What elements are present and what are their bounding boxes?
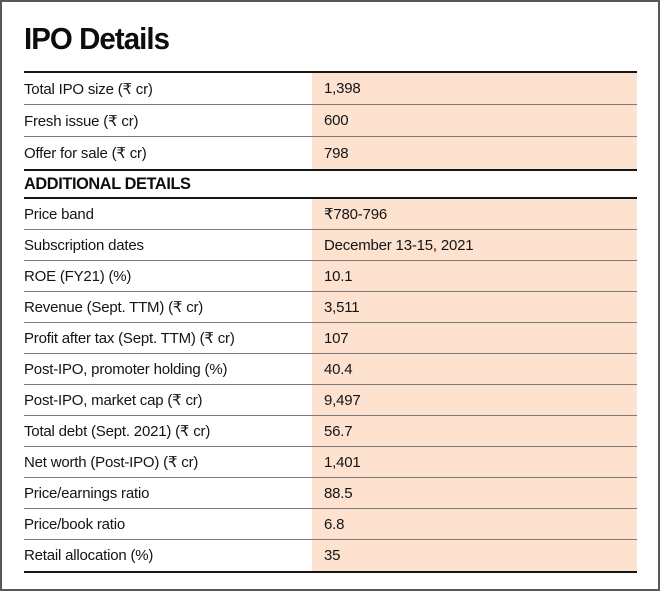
row-value: 3,511 bbox=[312, 292, 637, 322]
row-value: 1,398 bbox=[312, 73, 637, 104]
row-label: Fresh issue (₹ cr) bbox=[24, 112, 139, 130]
table-row: Total IPO size (₹ cr) 1,398 bbox=[24, 73, 637, 105]
title-area: IPO Details bbox=[24, 2, 637, 71]
row-value: 35 bbox=[312, 540, 637, 571]
table-row: Retail allocation (%) 35 bbox=[24, 540, 637, 571]
table-row: Subscription dates December 13-15, 2021 bbox=[24, 230, 637, 261]
row-label: Offer for sale (₹ cr) bbox=[24, 145, 147, 162]
section-header: ADDITIONAL DETAILS bbox=[24, 174, 191, 193]
row-value: 1,401 bbox=[312, 447, 637, 477]
additional-details-band: ADDITIONAL DETAILS bbox=[24, 171, 637, 197]
row-label: Post-IPO, market cap (₹ cr) bbox=[24, 392, 203, 409]
row-label: Post-IPO, promoter holding (%) bbox=[24, 360, 228, 378]
row-label: Price band bbox=[24, 205, 94, 223]
row-value: 600 bbox=[312, 105, 637, 136]
row-label: ROE (FY21) (%) bbox=[24, 267, 132, 285]
table-row: Offer for sale (₹ cr) 798 bbox=[24, 137, 637, 169]
table-row: Net worth (Post-IPO) (₹ cr) 1,401 bbox=[24, 447, 637, 478]
row-label: Price/book ratio bbox=[24, 515, 126, 533]
row-label: Total debt (Sept. 2021) (₹ cr) bbox=[24, 423, 211, 440]
table-row: Price/earnings ratio 88.5 bbox=[24, 478, 637, 509]
row-value: 9,497 bbox=[312, 385, 637, 415]
row-value: 107 bbox=[312, 323, 637, 353]
table-row: ROE (FY21) (%) 10.1 bbox=[24, 261, 637, 292]
table-row: Price band ₹780-796 bbox=[24, 199, 637, 230]
row-value: 56.7 bbox=[312, 416, 637, 446]
row-label: Net worth (Post-IPO) (₹ cr) bbox=[24, 454, 199, 471]
table-bottom-rule bbox=[24, 571, 637, 573]
row-label: Retail allocation (%) bbox=[24, 547, 154, 564]
table-row: Post-IPO, market cap (₹ cr) 9,497 bbox=[24, 385, 637, 416]
row-label: Price/earnings ratio bbox=[24, 484, 150, 502]
table-row: Post-IPO, promoter holding (%) 40.4 bbox=[24, 354, 637, 385]
title-underline bbox=[24, 71, 637, 73]
section-divider-top bbox=[24, 169, 637, 171]
row-value: 40.4 bbox=[312, 354, 637, 384]
row-value: 798 bbox=[312, 137, 637, 169]
row-value: 10.1 bbox=[312, 261, 637, 291]
ipo-size-table: Total IPO size (₹ cr) 1,398 Fresh issue … bbox=[24, 73, 637, 169]
table-row: Fresh issue (₹ cr) 600 bbox=[24, 105, 637, 137]
row-value: ₹780-796 bbox=[312, 199, 637, 229]
table-row: Price/book ratio 6.8 bbox=[24, 509, 637, 540]
row-label: Revenue (Sept. TTM) (₹ cr) bbox=[24, 299, 204, 316]
table-row: Total debt (Sept. 2021) (₹ cr) 56.7 bbox=[24, 416, 637, 447]
row-label: Total IPO size (₹ cr) bbox=[24, 80, 153, 98]
table-row: Revenue (Sept. TTM) (₹ cr) 3,511 bbox=[24, 292, 637, 323]
row-value: 88.5 bbox=[312, 478, 637, 508]
row-value: 6.8 bbox=[312, 509, 637, 539]
table-row: Profit after tax (Sept. TTM) (₹ cr) 107 bbox=[24, 323, 637, 354]
section-divider-bottom bbox=[24, 197, 637, 199]
additional-details-table: Price band ₹780-796 Subscription dates D… bbox=[24, 199, 637, 571]
page-title: IPO Details bbox=[24, 20, 170, 56]
row-label: Profit after tax (Sept. TTM) (₹ cr) bbox=[24, 330, 235, 347]
row-value: December 13-15, 2021 bbox=[312, 230, 637, 260]
row-label: Subscription dates bbox=[24, 236, 144, 254]
